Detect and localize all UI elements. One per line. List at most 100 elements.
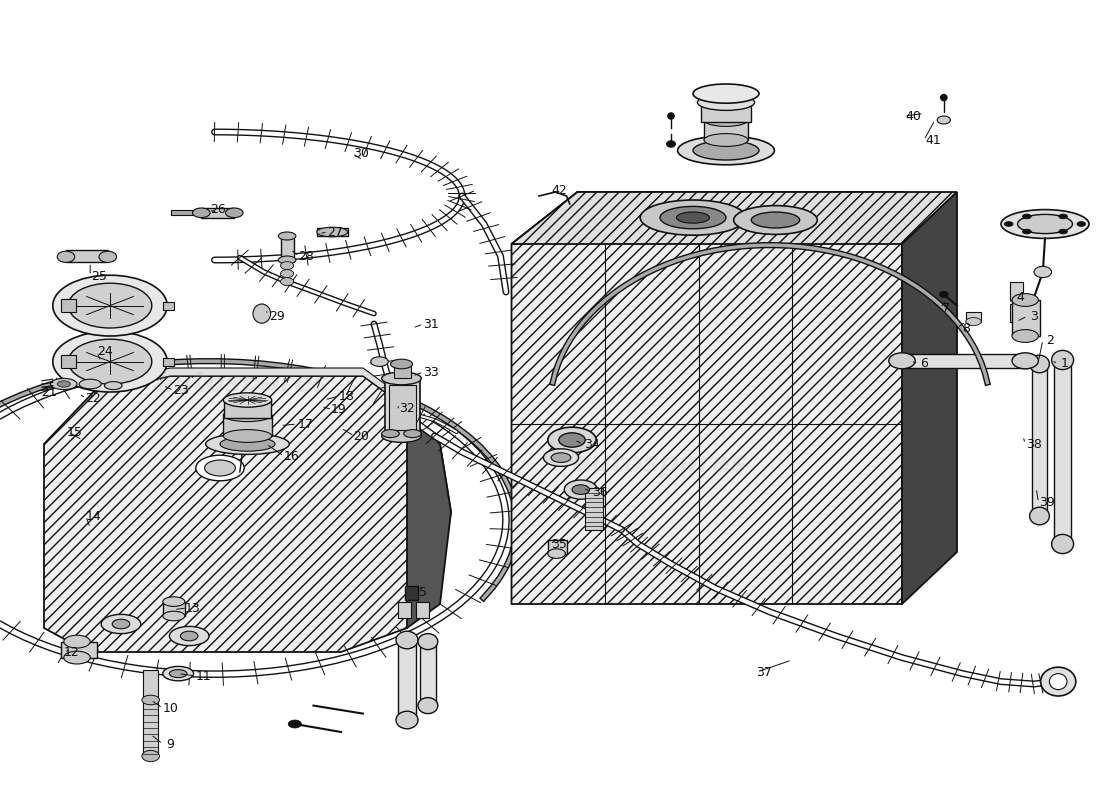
Text: 41: 41	[925, 134, 940, 146]
Ellipse shape	[57, 381, 70, 387]
Ellipse shape	[572, 485, 590, 494]
Ellipse shape	[180, 631, 198, 641]
Ellipse shape	[1030, 507, 1049, 525]
Ellipse shape	[280, 278, 294, 286]
Ellipse shape	[390, 359, 412, 369]
Ellipse shape	[104, 382, 122, 390]
Ellipse shape	[288, 720, 301, 728]
Ellipse shape	[68, 283, 152, 328]
Text: 5: 5	[419, 586, 428, 598]
Ellipse shape	[223, 430, 272, 442]
Ellipse shape	[1012, 294, 1038, 306]
Ellipse shape	[889, 353, 915, 369]
Bar	[223, 415, 272, 436]
Ellipse shape	[559, 433, 585, 447]
Text: 18: 18	[339, 390, 354, 402]
Ellipse shape	[223, 409, 272, 422]
Text: 15: 15	[67, 426, 82, 438]
Bar	[389, 385, 416, 430]
Polygon shape	[548, 540, 566, 554]
Text: 37: 37	[757, 666, 772, 678]
Text: 38: 38	[1026, 438, 1042, 450]
Text: autospares: autospares	[154, 370, 330, 398]
Text: 36: 36	[592, 486, 607, 498]
Ellipse shape	[205, 460, 235, 476]
Ellipse shape	[192, 208, 210, 218]
Ellipse shape	[1030, 355, 1049, 373]
Ellipse shape	[564, 480, 597, 499]
Ellipse shape	[551, 453, 571, 462]
Bar	[704, 120, 748, 140]
Ellipse shape	[418, 634, 438, 650]
Ellipse shape	[1001, 210, 1089, 238]
Text: 13: 13	[185, 602, 200, 614]
Ellipse shape	[1058, 214, 1067, 219]
Text: 2: 2	[1046, 334, 1055, 346]
Ellipse shape	[1012, 330, 1038, 342]
Ellipse shape	[196, 455, 244, 481]
Text: 8: 8	[961, 322, 970, 334]
Polygon shape	[407, 408, 451, 628]
Ellipse shape	[1058, 229, 1067, 234]
Ellipse shape	[253, 304, 271, 323]
Ellipse shape	[99, 251, 117, 262]
Bar	[1012, 300, 1040, 336]
Ellipse shape	[280, 270, 294, 278]
Text: 33: 33	[424, 366, 439, 378]
Bar	[701, 102, 751, 122]
Text: 12: 12	[64, 646, 79, 658]
Ellipse shape	[640, 200, 746, 235]
Text: 27: 27	[328, 226, 343, 238]
Ellipse shape	[280, 262, 294, 270]
Ellipse shape	[382, 372, 421, 385]
Ellipse shape	[678, 136, 774, 165]
Polygon shape	[512, 192, 902, 604]
Bar	[394, 364, 411, 378]
Bar	[398, 602, 411, 618]
Ellipse shape	[418, 698, 438, 714]
Ellipse shape	[317, 227, 348, 237]
Text: 21: 21	[42, 386, 57, 398]
Text: autospares: autospares	[572, 450, 748, 478]
Ellipse shape	[1077, 222, 1086, 226]
Ellipse shape	[371, 357, 388, 366]
Ellipse shape	[112, 619, 130, 629]
Text: 32: 32	[399, 402, 415, 414]
Ellipse shape	[163, 597, 185, 606]
Text: 14: 14	[86, 510, 101, 522]
Text: 30: 30	[353, 147, 369, 160]
Ellipse shape	[169, 626, 209, 646]
Bar	[163, 302, 174, 310]
Text: 9: 9	[166, 738, 175, 750]
Ellipse shape	[396, 631, 418, 649]
Polygon shape	[512, 192, 957, 244]
Ellipse shape	[1052, 534, 1074, 554]
Ellipse shape	[676, 212, 710, 223]
Text: 23: 23	[174, 384, 189, 397]
Ellipse shape	[1022, 229, 1032, 234]
Text: 17: 17	[298, 418, 314, 430]
Ellipse shape	[704, 134, 748, 146]
Ellipse shape	[697, 94, 755, 110]
Ellipse shape	[278, 256, 296, 264]
Bar	[1032, 364, 1047, 516]
Ellipse shape	[543, 449, 579, 466]
Bar	[170, 210, 201, 215]
Ellipse shape	[163, 666, 194, 681]
Ellipse shape	[57, 251, 75, 262]
Text: 4: 4	[1016, 291, 1025, 304]
Ellipse shape	[940, 94, 947, 101]
Bar	[416, 602, 429, 618]
Text: 20: 20	[353, 430, 369, 442]
Ellipse shape	[734, 206, 817, 234]
Polygon shape	[966, 312, 981, 322]
Text: 24: 24	[97, 346, 112, 358]
Text: 6: 6	[920, 358, 928, 370]
Text: 34: 34	[584, 438, 600, 450]
Text: 7: 7	[942, 302, 950, 314]
Polygon shape	[163, 602, 185, 616]
Bar	[163, 358, 174, 366]
Bar	[143, 702, 158, 756]
Bar	[1054, 360, 1071, 544]
Bar	[585, 488, 603, 530]
